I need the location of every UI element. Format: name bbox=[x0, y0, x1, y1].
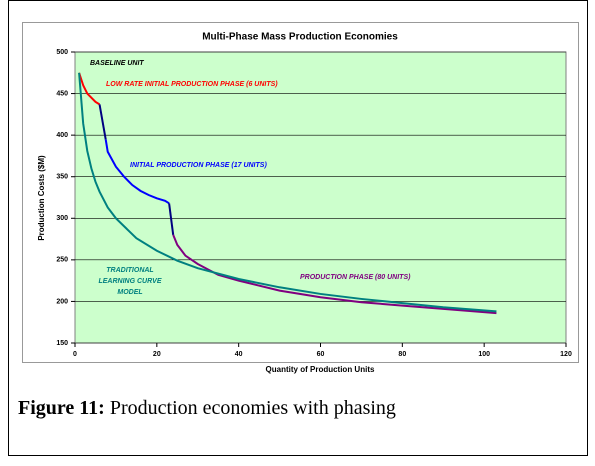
annotation: TRADITIONAL bbox=[106, 267, 153, 274]
chart-title: Multi-Phase Mass Production Economies bbox=[202, 32, 398, 43]
y-tick-label: 500 bbox=[56, 49, 68, 56]
x-tick-label: 20 bbox=[153, 351, 161, 358]
data-line bbox=[78, 72, 497, 313]
data-line bbox=[98, 104, 107, 140]
data-line bbox=[78, 72, 101, 106]
caption: Figure 11: Production economies with pha… bbox=[18, 397, 396, 419]
x-tick-label: 120 bbox=[560, 351, 572, 358]
x-tick-label: 40 bbox=[235, 351, 243, 358]
y-tick-label: 250 bbox=[56, 257, 68, 264]
y-tick-label: 450 bbox=[56, 90, 68, 97]
annotation: LOW RATE INITIAL PRODUCTION PHASE (6 UNI… bbox=[106, 81, 278, 88]
y-tick-label: 300 bbox=[56, 215, 68, 222]
data-line bbox=[168, 203, 175, 236]
x-tick-label: 60 bbox=[317, 351, 325, 358]
y-tick-label: 350 bbox=[56, 174, 68, 181]
y-tick-label: 400 bbox=[56, 132, 68, 139]
annotation: MODEL bbox=[117, 289, 142, 296]
y-tick-label: 150 bbox=[56, 340, 68, 347]
annotation: INITIAL PRODUCTION PHASE (17 UNITS) bbox=[130, 162, 267, 169]
data-line bbox=[104, 139, 170, 205]
y-tick-label: 200 bbox=[56, 298, 68, 305]
x-axis-label: Quantity of Production Units bbox=[266, 365, 375, 374]
y-axis-label: Production Costs ($M) bbox=[37, 155, 46, 241]
annotation: BASELINE UNIT bbox=[90, 60, 144, 67]
x-tick-label: 100 bbox=[478, 351, 490, 358]
caption-label: Figure 11: bbox=[18, 397, 105, 419]
x-tick-label: 0 bbox=[73, 351, 77, 358]
caption-text: Production economies with phasing bbox=[110, 397, 396, 419]
plot-area bbox=[74, 51, 567, 344]
x-tick-label: 80 bbox=[398, 351, 406, 358]
annotation: PRODUCTION PHASE (80 UNITS) bbox=[300, 274, 411, 281]
data-line bbox=[172, 234, 497, 315]
annotation: LEARNING CURVE bbox=[98, 278, 161, 285]
